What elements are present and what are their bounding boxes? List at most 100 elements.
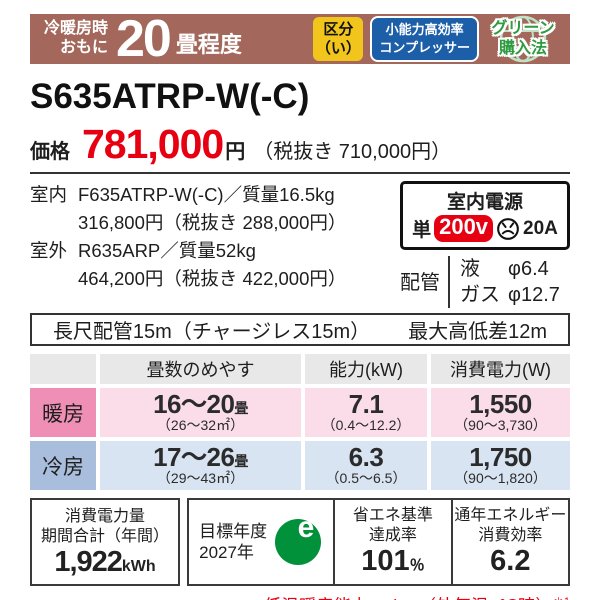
cooling-power-cell: 1,750 （90～1,820） bbox=[431, 441, 570, 490]
cooling-tatami-suffix: 畳 bbox=[234, 453, 248, 470]
achievement-cell: 省エネ基準 達成率 101％ bbox=[333, 500, 450, 584]
indoor-label: 室内 bbox=[30, 184, 68, 205]
table-corner-cell bbox=[30, 354, 96, 384]
heating-capacity-cell: 7.1 （0.4～12.2） bbox=[305, 388, 427, 437]
cooling-capacity-value: 6.3 bbox=[348, 442, 384, 473]
e-mark-icon: e bbox=[275, 517, 322, 565]
target-year-line2: 2027年 bbox=[199, 543, 254, 562]
header-capacity: 能力(kW) bbox=[305, 354, 427, 384]
indoor-unit-line: 室内 F635ATRP-W(-C)／質量16.5kg bbox=[30, 181, 400, 209]
max-height-diff-text: 最大高低差12m bbox=[408, 321, 548, 343]
unit-spec-area: 室内 F635ATRP-W(-C)／質量16.5kg 316,800円（税抜き … bbox=[30, 181, 570, 308]
indoor-price: 316,800円（税抜き 288,000円） bbox=[78, 212, 347, 233]
heating-tatami-sub: （26～32㎡） bbox=[156, 417, 245, 434]
divider-rule bbox=[30, 172, 570, 174]
annual-power-line2: 期間合計（年間） bbox=[40, 527, 169, 545]
compressor-badge-line2: コンプレッサー bbox=[379, 40, 470, 55]
heating-tatami-cell: 16～20畳 （26～32㎡） bbox=[100, 388, 301, 437]
power-box: 室内電源 単 200v 20A bbox=[400, 181, 570, 250]
achievement-value: 101 bbox=[361, 545, 410, 578]
achievement-line2: 達成率 bbox=[368, 527, 417, 545]
performance-table: 畳数のめやす 能力(kW) 消費電力(W) 暖房 16～20畳 （26～32㎡）… bbox=[30, 354, 570, 490]
annual-power-line1: 消費電力量 bbox=[64, 507, 145, 525]
unit-spec-list: 室内 F635ATRP-W(-C)／質量16.5kg 316,800円（税抜き … bbox=[30, 181, 400, 308]
kubun-badge-line1: 区分 bbox=[323, 20, 354, 38]
piping-gas-row: ガス φ12.7 bbox=[460, 282, 560, 308]
banner-badges: 区分 （い） 小能力高効率 コンプレッサー グリーン 購入法 bbox=[313, 15, 560, 63]
price-amount: 781,000 bbox=[82, 121, 224, 167]
globe-icon bbox=[499, 15, 547, 63]
tatami-count: 20 bbox=[116, 10, 172, 68]
low-temp-footnote-text: 低温暖房能力9.1kW（外気温2℃時） bbox=[264, 596, 553, 600]
banner-prefix-line2: おもに bbox=[60, 39, 109, 56]
apf-line2: 消費効率 bbox=[478, 527, 543, 545]
heating-tatami-range: 16～20 bbox=[153, 389, 235, 420]
power-phase: 単 bbox=[412, 220, 432, 241]
piping-liquid-row: 液 φ6.4 bbox=[460, 256, 560, 282]
piping-spec: 配管 液 φ6.4 ガス φ12.7 bbox=[400, 256, 570, 308]
low-temp-footnote-sup: ＊1 bbox=[553, 596, 570, 600]
target-year-cell: 目標年度 2027年 e bbox=[189, 500, 333, 584]
low-temp-footnote: 低温暖房能力9.1kW（外気温2℃時）＊1 bbox=[30, 593, 570, 600]
outlet-icon bbox=[497, 217, 519, 240]
kubun-badge-line2: （い） bbox=[315, 40, 361, 57]
heating-tatami-suffix: 畳 bbox=[234, 400, 248, 417]
price-tax-note: （税抜き 710,000円） bbox=[253, 141, 452, 163]
gas-label: ガス bbox=[460, 284, 500, 306]
annual-power-unit: kWh bbox=[121, 557, 156, 575]
heating-capacity-sub: （0.4～12.2） bbox=[321, 417, 411, 434]
piping-values: 液 φ6.4 ガス φ12.7 bbox=[448, 256, 560, 308]
cooling-tatami-range: 17～26 bbox=[153, 442, 235, 473]
price-unit: 円 bbox=[225, 141, 246, 163]
indoor-model-mass: F635ATRP-W(-C)／質量16.5kg bbox=[78, 184, 335, 205]
long-pipe-note: 長尺配管15m（チャージレス15m） 最大高低差12m bbox=[30, 313, 570, 346]
banner-prefix-line1: 冷暖房時 bbox=[44, 20, 109, 38]
green-purchase-logo: グリーン 購入法 bbox=[486, 15, 560, 63]
svg-text:e: e bbox=[298, 517, 315, 544]
banner-prefix: 冷暖房時 おもに bbox=[44, 20, 108, 58]
liquid-label: 液 bbox=[460, 258, 480, 280]
outdoor-unit-line: 室外 R635ARP／質量52kg bbox=[30, 237, 400, 265]
voltage-badge: 200v bbox=[434, 215, 494, 242]
cooling-tatami-sub: （29～43㎡） bbox=[156, 470, 245, 487]
heating-capacity-value: 7.1 bbox=[348, 389, 384, 420]
power-box-title: 室内電源 bbox=[446, 192, 523, 213]
apf-line1: 通年エネルギー bbox=[454, 507, 567, 525]
price-label: 価格 bbox=[30, 141, 70, 163]
apf-cell: 通年エネルギー 消費効率 6.2 bbox=[450, 500, 568, 584]
kubun-badge: 区分 （い） bbox=[313, 17, 364, 61]
power-piping-column: 室内電源 単 200v 20A 配管 液 bbox=[400, 181, 570, 308]
energy-info-row: 消費電力量 期間合計（年間） 1,922kWh 目標年度 2027年 e 省エネ… bbox=[30, 498, 570, 586]
gas-value: φ12.7 bbox=[508, 284, 560, 306]
compressor-badge-line1: 小能力高効率 bbox=[385, 22, 464, 38]
cooling-tatami-cell: 17～26畳 （29～43㎡） bbox=[100, 441, 301, 490]
piping-label: 配管 bbox=[400, 272, 440, 294]
annual-power-box: 消費電力量 期間合計（年間） 1,922kWh bbox=[30, 498, 180, 586]
long-pipe-text: 長尺配管15m（チャージレス15m） bbox=[52, 321, 371, 343]
compressor-badge: 小能力高効率 コンプレッサー bbox=[370, 16, 479, 62]
heating-power-cell: 1,550 （90～3,730） bbox=[431, 388, 570, 437]
outdoor-model-mass: R635ARP／質量52kg bbox=[78, 240, 256, 261]
cooling-power-value: 1,750 bbox=[469, 442, 532, 473]
heating-power-value: 1,550 bbox=[469, 389, 532, 420]
price-row: 価格 781,000 円 （税抜き 710,000円） bbox=[30, 121, 570, 168]
model-number: S635ATRP-W(-C) bbox=[30, 77, 310, 116]
cooling-capacity-cell: 6.3 （0.5～6.5） bbox=[305, 441, 427, 490]
green-purchase-line2: 購入法 bbox=[498, 40, 547, 57]
achievement-unit: ％ bbox=[409, 557, 425, 575]
capacity-banner: 冷暖房時 おもに 20 畳程度 区分 （い） 小能力高効率 コンプレッサー bbox=[30, 10, 570, 68]
row-label-cooling: 冷房 bbox=[30, 441, 96, 490]
annual-power-value: 1,922 bbox=[54, 545, 123, 578]
outdoor-label: 室外 bbox=[30, 240, 68, 261]
tatami-unit: 畳程度 bbox=[175, 32, 242, 57]
energy-label-box: 目標年度 2027年 e 省エネ基準 達成率 101％ 通年エネルギー 消費効率… bbox=[187, 498, 570, 586]
green-purchase-text: グリーン 購入法 bbox=[491, 19, 554, 59]
outdoor-price: 464,200円（税抜き 422,000円） bbox=[78, 268, 347, 289]
achievement-line1: 省エネ基準 bbox=[352, 507, 433, 525]
heating-power-sub: （90～3,730） bbox=[454, 417, 547, 434]
header-tatami: 畳数のめやす bbox=[100, 354, 301, 384]
row-label-heating: 暖房 bbox=[30, 388, 96, 437]
cooling-capacity-sub: （0.5～6.5） bbox=[325, 470, 407, 487]
amperage: 20A bbox=[523, 217, 558, 239]
